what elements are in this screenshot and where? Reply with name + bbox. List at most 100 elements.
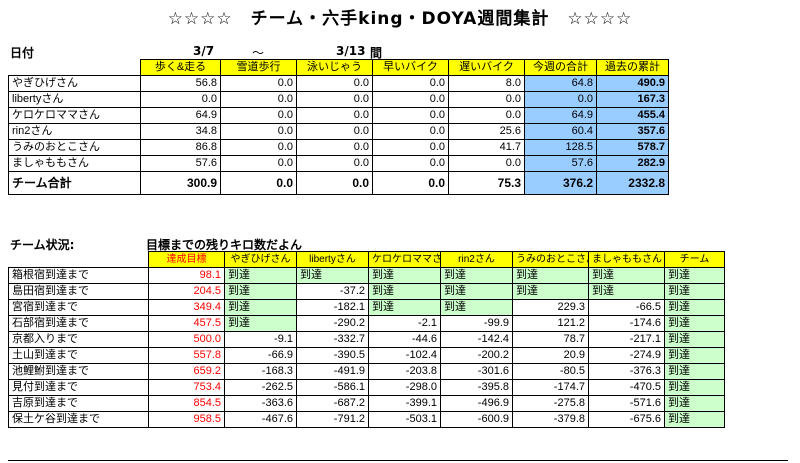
remaining-cell: 78.7 [512, 331, 589, 348]
reached-cell: 到達 [664, 347, 725, 364]
table-row: 石部宿到達まで 457.5 到達 -290.2 -2.1 -99.9 121.2 -174.6… [8, 315, 725, 332]
table-cell: 0.0 [296, 107, 373, 124]
reached-cell: 到達 [664, 315, 725, 332]
table-cell: 0.0 [220, 155, 297, 172]
table-row: 箱根宿到達まで 98.1 到達 到達 到達 到達 到達 到達 到達 [8, 267, 725, 284]
reached-cell: 到達 [664, 267, 725, 284]
table-cell: 25.6 [448, 123, 525, 140]
reached-cell: 到達 [224, 299, 297, 316]
remaining-cell: -203.8 [368, 363, 441, 380]
table-row: ましゃももさん 57.6 0.0 0.0 0.0 0.0 57.6 282.9 [8, 155, 669, 172]
team-total-cell: 2332.8 [596, 171, 669, 195]
reached-cell: 到達 [664, 411, 725, 428]
reached-cell: 到達 [224, 283, 297, 300]
table-row: 池鯉鮒到達まで 659.2 -168.3 -491.9 -203.8 -301.6 -80.… [8, 363, 725, 380]
weekly-header-row: 歩く&走る 雪道歩行 泳いじゃう 早いバイク 遅いバイク 今週の合計 過去の累計 [9, 59, 669, 76]
column-header: libertyさん [296, 251, 369, 268]
target-distance: 958.5 [148, 411, 225, 428]
team-total-row: チーム合計 300.9 0.0 0.0 0.0 75.3 376.2 2332.8 [8, 171, 669, 195]
remaining-cell: -290.2 [296, 315, 369, 332]
table-cell: 490.9 [596, 75, 669, 92]
table-cell: 0.0 [296, 75, 373, 92]
table-cell: 0.0 [296, 155, 373, 172]
table-row: 吉原到達まで 854.5 -363.6 -687.2 -399.1 -496.9 -275.… [8, 395, 725, 412]
column-header: 達成目標 [148, 251, 225, 268]
status-corner-cell [9, 252, 149, 268]
checkpoint-name: 京都入りまで [8, 331, 149, 348]
status-table: 達成目標 やぎひげさん libertyさん ケロケロママさん rin2さん うみ… [8, 251, 725, 428]
table-row: libertyさん 0.0 0.0 0.0 0.0 0.0 0.0 167.3 [8, 91, 669, 108]
table-row: 土山到達まで 557.8 -66.9 -390.5 -102.4 -200.2 20.9 -2… [8, 347, 725, 364]
table-row: 島田宿到達まで 204.5 到達 -37.2 到達 到達 到達 到達 到達 [8, 283, 725, 300]
remaining-cell: -66.9 [224, 347, 297, 364]
table-cell: 56.8 [140, 75, 221, 92]
checkpoint-name: 保土ケ谷到達まで [8, 411, 149, 428]
remaining-cell: -496.9 [440, 395, 513, 412]
remaining-cell: -399.1 [368, 395, 441, 412]
checkpoint-name: 見付到達まで [8, 379, 149, 396]
table-row: ケロケロママさん 64.9 0.0 0.0 0.0 0.0 64.9 455.4 [8, 107, 669, 124]
target-distance: 349.4 [148, 299, 225, 316]
reached-cell: 到達 [296, 267, 369, 284]
end-date: 3/13 [336, 44, 366, 58]
reached-cell: 到達 [224, 315, 297, 332]
target-distance: 500.0 [148, 331, 225, 348]
remaining-cell: -174.7 [512, 379, 589, 396]
remaining-cell: -571.6 [588, 395, 665, 412]
remaining-cell: -2.1 [368, 315, 441, 332]
date-tilde: ～ [252, 46, 265, 60]
team-total-cell: 300.9 [140, 171, 221, 195]
member-name: rin2さん [8, 123, 141, 140]
table-row: rin2さん 34.8 0.0 0.0 0.0 25.6 60.4 357.6 [8, 123, 669, 140]
remaining-cell: -44.6 [368, 331, 441, 348]
checkpoint-name: 島田宿到達まで [8, 283, 149, 300]
table-cell: 0.0 [296, 91, 373, 108]
remaining-cell: -379.8 [512, 411, 589, 428]
table-cell: 128.5 [524, 139, 597, 156]
reached-cell: 到達 [664, 283, 725, 300]
column-header: ケロケロママさん [368, 251, 441, 268]
table-row: うみのおとこさん 86.8 0.0 0.0 0.0 41.7 128.5 578.7 [8, 139, 669, 156]
column-header: うみのおとこさん [512, 251, 589, 268]
table-row: 京都入りまで 500.0 -9.1 -332.7 -44.6 -142.4 78.7 -217… [8, 331, 725, 348]
team-status-label: チーム状況: [10, 238, 75, 252]
remaining-cell: -376.3 [588, 363, 665, 380]
remaining-cell: -262.5 [224, 379, 297, 396]
member-name: ケロケロママさん [8, 107, 141, 124]
remaining-cell: -467.6 [224, 411, 297, 428]
remaining-cell: -37.2 [296, 283, 369, 300]
team-total-cell: 0.0 [372, 171, 449, 195]
table-cell: 0.0 [372, 75, 449, 92]
column-header: 過去の累計 [596, 59, 669, 76]
column-header: やぎひげさん [224, 251, 297, 268]
target-distance: 457.5 [148, 315, 225, 332]
table-cell: 167.3 [596, 91, 669, 108]
remaining-cell: -182.1 [296, 299, 369, 316]
reached-cell: 到達 [512, 267, 589, 284]
remaining-cell: 20.9 [512, 347, 589, 364]
remaining-cell: -66.5 [588, 299, 665, 316]
remaining-cell: -275.8 [512, 395, 589, 412]
remaining-cell: -586.1 [296, 379, 369, 396]
column-header: 歩く&走る [140, 59, 221, 76]
target-distance: 854.5 [148, 395, 225, 412]
member-name: うみのおとこさん [8, 139, 141, 156]
remaining-cell: -142.4 [440, 331, 513, 348]
between-label: 間 [370, 46, 383, 60]
table-cell: 64.9 [524, 107, 597, 124]
team-total-cell: 0.0 [220, 171, 297, 195]
remaining-cell: -301.6 [440, 363, 513, 380]
reached-cell: 到達 [440, 267, 513, 284]
checkpoint-name: 石部宿到達まで [8, 315, 149, 332]
reached-cell: 到達 [512, 283, 589, 300]
remaining-cell: -600.9 [440, 411, 513, 428]
remaining-cell: -99.9 [440, 315, 513, 332]
remaining-cell: -174.6 [588, 315, 665, 332]
table-row: やぎひげさん 56.8 0.0 0.0 0.0 8.0 64.8 490.9 [8, 75, 669, 92]
table-cell: 0.0 [220, 107, 297, 124]
remaining-cell: 229.3 [512, 299, 589, 316]
table-cell: 0.0 [448, 91, 525, 108]
reached-cell: 到達 [588, 267, 665, 284]
remaining-cell: -791.2 [296, 411, 369, 428]
table-cell: 0.0 [372, 91, 449, 108]
